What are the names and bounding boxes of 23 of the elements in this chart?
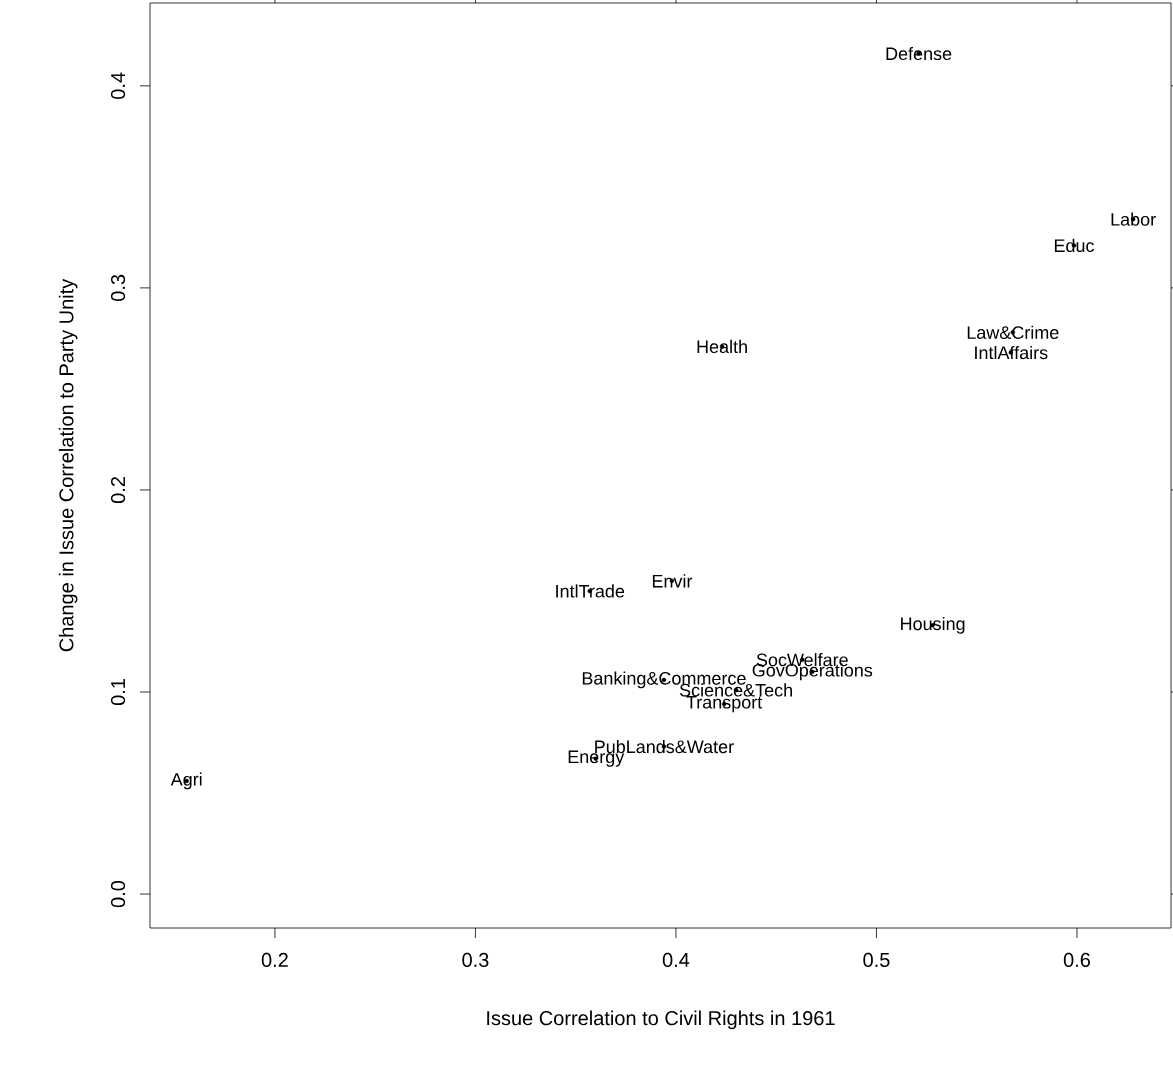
x-tick-label: 0.6	[1063, 952, 1091, 968]
y-axis-title: Change in Issue Correlation to Party Unity	[58, 278, 78, 652]
x-tick-label: 0.5	[863, 952, 890, 968]
data-label: Envir	[652, 574, 693, 588]
data-label: Transport	[686, 696, 763, 713]
data-label: Health	[697, 339, 747, 354]
data-label: Educ	[1054, 238, 1095, 253]
y-tick-label: 0.3	[110, 274, 126, 302]
y-tick-label: 0.4	[110, 72, 126, 99]
data-label: Law&Crime	[967, 325, 1059, 339]
data-label: Labor	[1111, 212, 1156, 226]
y-tick-label: 0.1	[110, 679, 126, 706]
data-label: Agri	[170, 772, 202, 790]
x-tick-label: 0.4	[662, 952, 690, 968]
data-label: Defense	[886, 46, 952, 61]
x-tick-label: 0.2	[261, 952, 288, 968]
y-tick-label: 0.2	[110, 477, 126, 504]
data-label: Housing	[901, 616, 965, 634]
x-tick-label: 0.3	[462, 952, 489, 968]
y-tick-label: 0.0	[110, 880, 126, 908]
x-axis-title: Issue Correlation to Civil Rights in 1961	[487, 1010, 835, 1030]
data-label: IntlAffairs	[975, 345, 1048, 360]
data-label: IntlTrade	[556, 584, 625, 598]
